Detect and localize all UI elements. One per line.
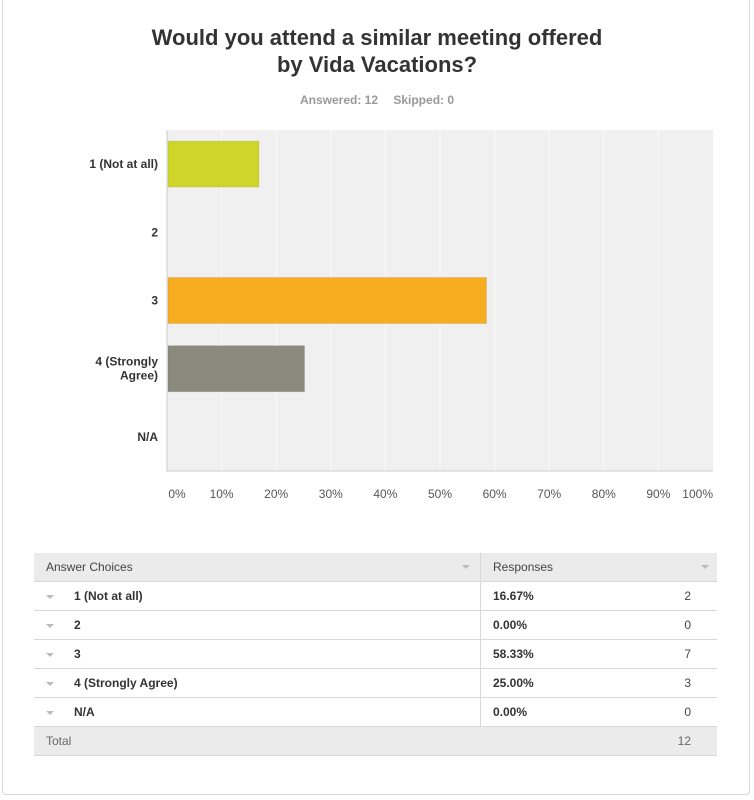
x-tick-label: 70%	[537, 487, 561, 501]
expand-arrow-icon[interactable]	[46, 710, 54, 715]
x-tick-label: 60%	[483, 487, 507, 501]
choice-label: N/A	[74, 705, 95, 719]
chart-title: Would you attend a similar meeting offer…	[0, 24, 754, 78]
choice-label: 4 (Strongly Agree)	[74, 676, 178, 690]
category-label: 3	[151, 294, 158, 308]
x-tick-label: 80%	[592, 487, 616, 501]
x-tick-label: 40%	[373, 487, 397, 501]
response-count: 0	[643, 697, 717, 727]
response-count: 2	[643, 581, 717, 611]
bar-3	[167, 277, 487, 324]
table-header: Answer Choices Responses	[34, 553, 717, 582]
responses-header[interactable]: Responses	[480, 553, 717, 582]
header-label: Answer Choices	[46, 560, 133, 574]
answer-choices-header[interactable]: Answer Choices	[34, 553, 481, 582]
choice-label: 3	[74, 647, 81, 661]
skipped-count: Skipped: 0	[393, 93, 455, 107]
response-percent: 0.00%	[480, 697, 643, 727]
x-tick-label: 20%	[264, 487, 288, 501]
sort-arrow-icon[interactable]	[462, 565, 470, 569]
x-tick-label: 0%	[168, 487, 186, 501]
category-label: 1 (Not at all)	[89, 157, 158, 171]
expand-arrow-icon[interactable]	[46, 681, 54, 686]
response-percent: 25.00%	[480, 668, 643, 698]
total-row: Total 12	[34, 726, 717, 756]
choice-label: 2	[74, 618, 81, 632]
header-label: Responses	[493, 560, 554, 574]
title-line-2: by Vida Vacations?	[276, 52, 478, 77]
response-percent: 0.00%	[480, 610, 643, 640]
table-row: 1 (Not at all) 16.67% 2	[34, 581, 717, 611]
answer-choice-cell: 4 (Strongly Agree)	[34, 668, 481, 698]
response-count: 7	[643, 639, 717, 669]
response-count: 0	[643, 610, 717, 640]
expand-arrow-icon[interactable]	[46, 623, 54, 628]
response-count: 3	[643, 668, 717, 698]
category-label: 2	[151, 225, 158, 239]
answer-choice-cell: 2	[34, 610, 481, 640]
bar-1	[167, 140, 260, 188]
table-row: 4 (Strongly Agree) 25.00% 3	[34, 668, 717, 698]
table-row: N/A 0.00% 0	[34, 697, 717, 727]
category-label: N/A	[137, 430, 158, 444]
total-count: 12	[643, 726, 717, 756]
x-tick-label: 100%	[682, 487, 713, 501]
expand-arrow-icon[interactable]	[46, 594, 54, 599]
total-label: Total	[34, 726, 481, 756]
answered-count: Answered: 12	[299, 93, 378, 107]
answer-choice-cell: N/A	[34, 697, 481, 727]
x-tick-label: 10%	[210, 487, 234, 501]
x-tick-label: 90%	[646, 487, 670, 501]
category-label: Agree)	[120, 369, 158, 383]
answer-choice-cell: 3	[34, 639, 481, 669]
x-tick-label: 30%	[319, 487, 343, 501]
expand-arrow-icon[interactable]	[46, 652, 54, 657]
response-percent: 16.67%	[480, 581, 643, 611]
response-percent: 58.33%	[480, 639, 643, 669]
x-tick-label: 50%	[428, 487, 452, 501]
category-label: 4 (Strongly	[95, 355, 158, 369]
table-row: 2 0.00% 0	[34, 610, 717, 640]
sort-arrow-icon[interactable]	[701, 565, 709, 569]
title-line-1: Would you attend a similar meeting offer…	[151, 25, 603, 50]
answer-choice-cell: 1 (Not at all)	[34, 581, 481, 611]
choice-label: 1 (Not at all)	[74, 589, 143, 603]
responses-table: Answer Choices Responses 1 (Not at all) …	[34, 553, 717, 756]
bar-4	[167, 345, 305, 393]
bar-chart: 0% 10% 20% 30% 40% 50% 60% 70% 80% 90% 100% 1 (Not …	[89, 130, 713, 501]
response-summary: Answered: 12 Skipped: 0	[0, 93, 754, 107]
table-row: 3 58.33% 7	[34, 639, 717, 669]
